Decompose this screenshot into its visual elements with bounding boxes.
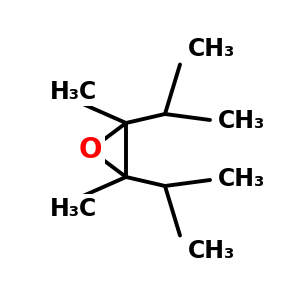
Text: CH₃: CH₃ xyxy=(218,167,265,191)
Text: H₃C: H₃C xyxy=(50,80,97,103)
Text: CH₃: CH₃ xyxy=(188,38,235,62)
Text: O: O xyxy=(78,136,102,164)
Text: CH₃: CH₃ xyxy=(218,110,265,134)
Text: H₃C: H₃C xyxy=(50,196,97,220)
Text: CH₃: CH₃ xyxy=(188,238,235,262)
